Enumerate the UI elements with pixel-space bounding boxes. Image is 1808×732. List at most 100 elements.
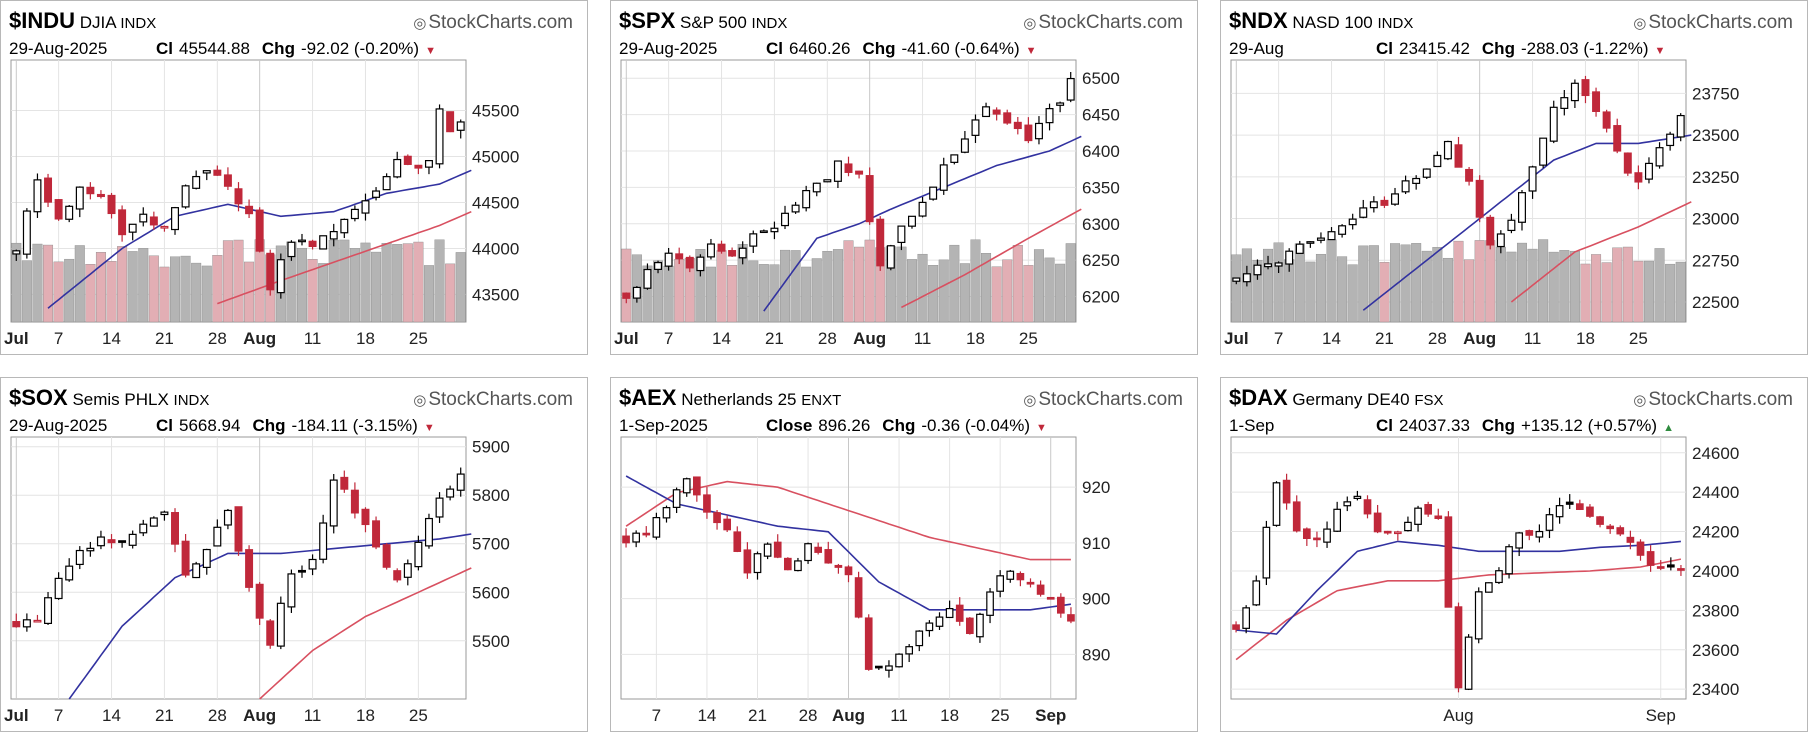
- index-name: Netherlands 25: [681, 390, 796, 409]
- x-tick-label: 18: [356, 706, 375, 725]
- candle: [622, 528, 630, 548]
- candle: [33, 614, 42, 623]
- candle-body: [717, 243, 726, 252]
- quote-date: 29-Aug-2025: [619, 39, 717, 58]
- chart-title: $SPX S&P 500 INDX: [619, 8, 787, 33]
- chart-title: $SOX Semis PHLX INDX: [9, 385, 209, 410]
- x-tick-label: 28: [208, 329, 227, 348]
- candle: [1474, 587, 1483, 644]
- candle-body: [118, 540, 127, 543]
- candle: [446, 485, 455, 501]
- candle: [276, 253, 285, 299]
- candle: [75, 546, 84, 570]
- volume-bar: [1495, 246, 1506, 323]
- candle-body: [733, 531, 742, 552]
- x-tick-label: 21: [155, 329, 174, 348]
- candle-body: [1369, 201, 1378, 209]
- candle: [1272, 481, 1281, 527]
- candle: [1056, 593, 1065, 618]
- candle: [1003, 109, 1012, 125]
- candle-body: [1474, 591, 1483, 640]
- symbol: $NDX: [1229, 8, 1288, 33]
- candle: [1262, 520, 1271, 586]
- chart-panel-aex[interactable]: $AEX Netherlands 25 ENXT ◎ StockCharts.com…: [610, 377, 1198, 732]
- y-tick-label: 6450: [1082, 106, 1120, 125]
- candle-body: [763, 543, 772, 557]
- moving-average-short: [68, 533, 472, 700]
- candle: [266, 619, 275, 649]
- candle-body: [1518, 192, 1526, 223]
- chart-panel-ndx[interactable]: $NDX NASD 100 INDX ◎ StockCharts.com 29-Aug…: [1220, 0, 1808, 355]
- candle: [1602, 109, 1611, 133]
- chart-panel-spx[interactable]: $SPX S&P 500 INDX ◎ StockCharts.com 29-Aug-…: [610, 0, 1198, 355]
- volume-bar: [1002, 259, 1013, 323]
- candles: [622, 71, 1075, 304]
- y-tick-label: 6300: [1082, 215, 1120, 234]
- candles: [1232, 473, 1685, 693]
- watermark-text: StockCharts.com: [428, 389, 573, 410]
- candle: [255, 207, 264, 253]
- chart-title: $AEX Netherlands 25 ENXT: [619, 385, 841, 410]
- x-tick-label: 25: [409, 706, 428, 725]
- candle: [223, 167, 232, 190]
- candle-body: [804, 543, 812, 562]
- candle: [22, 208, 31, 259]
- symbol: $SOX: [9, 385, 68, 410]
- candle-body: [329, 479, 338, 527]
- candle: [1634, 165, 1643, 190]
- candle-body: [945, 608, 954, 619]
- chart-panel-indu[interactable]: $INDU DJIA INDX ◎ StockCharts.com 29-Aug-20…: [0, 0, 588, 355]
- candle: [298, 565, 306, 578]
- candle: [1264, 255, 1273, 270]
- watermark-text: StockCharts.com: [1648, 12, 1793, 33]
- candle: [955, 597, 964, 626]
- volume-bar: [180, 255, 191, 323]
- candle: [107, 192, 116, 219]
- candle: [424, 513, 433, 549]
- volume-bar: [307, 259, 318, 323]
- candle-body: [276, 602, 285, 647]
- x-tick-label: 18: [940, 706, 959, 725]
- y-tick-label: 900: [1082, 590, 1110, 609]
- candle-body: [960, 138, 969, 153]
- symbol: $AEX: [619, 385, 677, 410]
- candle-body: [319, 522, 328, 560]
- candle: [202, 170, 211, 181]
- candle: [340, 218, 349, 239]
- chart-panel-sox[interactable]: $SOX Semis PHLX INDX ◎ StockCharts.com 29-A…: [0, 377, 588, 732]
- candle-body: [1623, 152, 1632, 174]
- candle: [1581, 75, 1590, 104]
- quote-date: 29-Aug: [1229, 39, 1284, 58]
- moving-average-long: [1510, 201, 1692, 303]
- candle-body: [1606, 525, 1615, 530]
- y-tick-label: 5800: [472, 486, 510, 505]
- chart-panel-dax[interactable]: $DAX Germany DE40 FSX ◎ StockCharts.com 1-S…: [1220, 377, 1808, 732]
- y-tick-label: 24600: [1692, 444, 1739, 463]
- candle: [682, 477, 691, 497]
- close-value: 5668.94: [179, 416, 240, 435]
- candle-body: [1066, 77, 1075, 101]
- candle-body: [1306, 241, 1315, 244]
- candle-body: [1272, 482, 1281, 526]
- candle: [1013, 116, 1022, 135]
- volume-bars: [1231, 239, 1686, 323]
- volume-bar: [85, 264, 96, 323]
- price-chart: $SOX Semis PHLX INDX ◎ StockCharts.com 29-A…: [4, 385, 573, 725]
- chg-label: Chg: [862, 39, 895, 58]
- candle-body: [1024, 124, 1033, 142]
- candle: [749, 230, 758, 254]
- symbol: $DAX: [1229, 385, 1288, 410]
- candle-body: [1292, 501, 1301, 532]
- x-tick-label: 7: [664, 329, 673, 348]
- candle-body: [1006, 570, 1015, 580]
- candle-body: [1484, 582, 1493, 593]
- candle: [662, 505, 671, 523]
- candle-body: [753, 553, 762, 574]
- x-tick-label: 25: [1629, 329, 1648, 348]
- candle: [287, 240, 296, 261]
- candle-body: [1343, 501, 1352, 507]
- volume-bar: [1379, 262, 1390, 323]
- y-tick-label: 23750: [1692, 84, 1739, 103]
- moving-average-long: [217, 210, 472, 305]
- moving-average-short: [763, 135, 1082, 312]
